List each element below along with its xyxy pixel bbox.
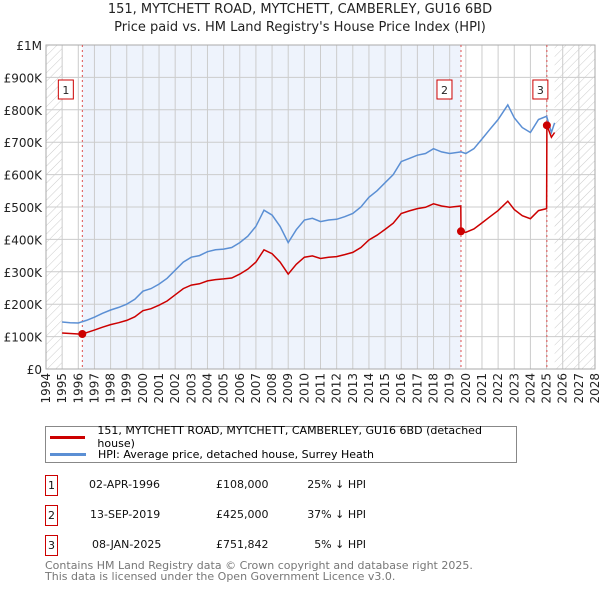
x-tick-label: 1995 [55,373,69,404]
x-tick-label: 2025 [540,373,554,404]
sale-label-box [436,79,453,100]
y-tick-label: £900K [4,71,44,85]
sale-label: 1 [62,84,69,97]
y-tick-label: £800K [4,104,44,118]
sale-badge: 3 [45,535,58,556]
table-row: 2 13-SEP-2019 £425,000 37% ↓ HPI [45,505,445,526]
x-tick-label: 2006 [233,373,247,404]
y-tick-label: £0 [27,363,42,377]
footer-line: This data is licensed under the Open Gov… [45,570,396,583]
x-tick-label: 2019 [443,373,457,404]
sale-badge: 2 [45,505,58,526]
x-tick-label: 1994 [39,373,53,404]
x-tick-label: 1997 [87,373,101,404]
x-tick-label: 2018 [427,373,441,404]
price-chart: 1994 1995 1996 1997 1998 1999 2000 2001 2002 2003… [4,39,600,404]
x-tick-label: 2023 [507,373,521,404]
legend-swatch-red [50,435,86,439]
x-tick-label: 2000 [136,373,150,404]
x-tick-label: 2007 [249,373,263,404]
x-tick-label: 1998 [104,373,118,404]
x-tick-label: 2016 [394,373,408,404]
y-tick-label: £300K [4,266,44,280]
sale-date: 08-JAN-2025 [92,538,162,551]
x-tick-label: 2010 [297,373,311,404]
sale-price: £751,842 [216,538,269,551]
sale-delta: 5% ↓ HPI [314,538,366,551]
x-tick-label: 2022 [491,373,505,404]
x-tick-label: 2008 [265,373,279,404]
chart-title: 151, MYTCHETT ROAD, MYTCHETT, CAMBERLEY,… [107,2,493,17]
sale-badge: 1 [45,475,58,496]
x-tick-label: 2017 [410,373,424,404]
x-tick-label: 2013 [346,373,360,404]
x-tick-label: 2014 [362,373,376,404]
price-paid-line [62,125,556,335]
footer: Contains HM Land Registry data © Crown c… [45,560,473,582]
y-tick-label: £100K [4,331,44,345]
table-row: 1 02-APR-1996 £108,000 25% ↓ HPI [45,475,445,496]
sale-point [78,330,87,339]
x-tick-label: 2009 [281,373,295,404]
sale-price: £108,000 [216,478,269,491]
x-tick-label: 2004 [200,373,214,404]
sale-point [542,121,551,130]
x-tick-label: 2028 [588,373,600,404]
x-tick-label: 1999 [120,373,134,404]
x-tick-label: 2027 [572,373,586,404]
table-row: 3 08-JAN-2025 £751,842 5% ↓ HPI [45,535,445,556]
x-tick-label: 1996 [71,373,85,404]
sale-price: £425,000 [216,508,269,521]
x-tick-label: 2001 [152,373,166,404]
sale-delta: 25% ↓ HPI [307,478,366,491]
x-tick-label: 2005 [217,373,231,404]
sale-label: 3 [537,84,544,97]
sale-point [456,227,465,236]
legend-item-price: 151, MYTCHETT ROAD, MYTCHETT, CAMBERLEY,… [46,424,516,450]
sale-label-box [532,79,549,100]
x-tick-label: 2024 [523,373,537,404]
x-tick-label: 2012 [330,373,344,404]
footer-line: Contains HM Land Registry data © Crown c… [45,559,473,572]
x-tick-label: 2002 [168,373,182,404]
sale-delta: 37% ↓ HPI [307,508,366,521]
legend: 151, MYTCHETT ROAD, MYTCHETT, CAMBERLEY,… [45,424,517,463]
hpi-line [62,103,556,324]
y-tick-label: £500K [4,201,44,215]
sale-date: 13-SEP-2019 [90,508,161,521]
plot-border [45,44,596,370]
legend-label: 151, MYTCHETT ROAD, MYTCHETT, CAMBERLEY,… [97,424,482,450]
legend-swatch-blue [50,452,86,456]
legend-label: HPI: Average price, detached house, Surr… [98,447,375,461]
chart-subtitle: Price paid vs. HM Land Registry's House … [114,20,486,35]
y-tick-label: £700K [4,136,44,150]
x-tick-label: 2003 [184,373,198,404]
sale-date: 02-APR-1996 [89,478,161,491]
y-tick-label: £600K [4,169,44,183]
x-tick-label: 2015 [378,373,392,404]
x-tick-label: 2011 [314,373,328,404]
y-tick-label: £200K [4,298,44,312]
legend-item-hpi: HPI: Average price, detached house, Surr… [46,446,374,462]
x-tick-label: 2026 [556,373,570,404]
x-tick-label: 2020 [459,373,473,404]
x-tick-label: 2021 [475,373,489,404]
sale-label-box [57,79,74,100]
y-tick-label: £1M [16,39,42,53]
y-tick-label: £400K [4,233,44,247]
sale-label: 2 [441,84,448,97]
